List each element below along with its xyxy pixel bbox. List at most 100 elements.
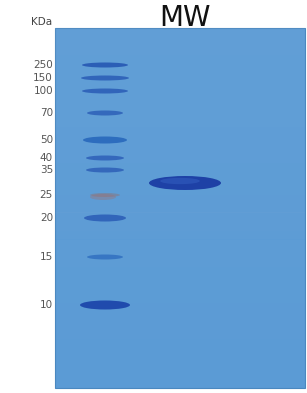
Text: 250: 250 [33, 60, 53, 70]
Text: 20: 20 [40, 213, 53, 223]
Bar [55, 68, 305, 73]
Bar [55, 109, 305, 114]
Bar [55, 285, 305, 289]
Bar [55, 59, 305, 64]
Bar [55, 145, 305, 149]
Text: 50: 50 [40, 135, 53, 145]
Bar [55, 361, 305, 365]
Bar [55, 100, 305, 105]
Text: KDa: KDa [31, 17, 52, 27]
Bar [55, 141, 305, 145]
Bar [55, 167, 305, 172]
Bar [55, 114, 305, 118]
Text: 10: 10 [40, 300, 53, 310]
Bar [55, 181, 305, 185]
Bar [55, 365, 305, 370]
Bar [55, 248, 305, 253]
Bar [55, 356, 305, 361]
Bar [55, 118, 305, 123]
Bar [55, 262, 305, 266]
Bar [55, 123, 305, 127]
Bar [55, 266, 305, 271]
Bar [55, 338, 305, 343]
Bar [55, 86, 305, 91]
Text: MW: MW [159, 4, 211, 32]
Bar [55, 294, 305, 298]
Bar [55, 384, 305, 388]
Bar [55, 298, 305, 303]
Bar [55, 28, 305, 388]
Bar [55, 312, 305, 316]
Bar [55, 239, 305, 244]
Text: 15: 15 [40, 252, 53, 262]
Bar [55, 343, 305, 347]
Bar [55, 375, 305, 379]
Bar [55, 257, 305, 262]
Bar [55, 37, 305, 42]
Bar [55, 136, 305, 141]
Bar [55, 379, 305, 384]
Bar [55, 316, 305, 321]
Bar [55, 199, 305, 204]
Bar [55, 42, 305, 46]
Bar [55, 176, 305, 181]
Ellipse shape [84, 215, 126, 222]
Text: 150: 150 [33, 73, 53, 83]
Bar [55, 204, 305, 208]
Ellipse shape [90, 193, 120, 197]
Bar [55, 28, 305, 33]
Bar [55, 132, 305, 136]
Ellipse shape [149, 176, 221, 190]
Bar [55, 55, 305, 59]
Bar [55, 226, 305, 231]
Ellipse shape [86, 156, 124, 160]
Bar [55, 127, 305, 132]
Bar [55, 82, 305, 86]
Ellipse shape [83, 136, 127, 143]
Bar [55, 149, 305, 154]
Bar [55, 253, 305, 257]
Bar [55, 77, 305, 82]
Ellipse shape [86, 167, 124, 173]
Bar [55, 163, 305, 167]
Bar [55, 352, 305, 356]
Bar [55, 105, 305, 109]
Text: 40: 40 [40, 153, 53, 163]
Bar [55, 307, 305, 312]
Bar [55, 154, 305, 158]
Bar [55, 235, 305, 239]
Bar [55, 275, 305, 280]
Bar [55, 271, 305, 275]
Ellipse shape [81, 75, 129, 81]
Bar [55, 222, 305, 226]
Bar [55, 329, 305, 334]
Ellipse shape [82, 88, 128, 94]
Bar [55, 347, 305, 352]
Bar [55, 91, 305, 95]
Bar [55, 370, 305, 375]
Bar [55, 303, 305, 307]
Bar [55, 208, 305, 213]
Bar [55, 231, 305, 235]
Ellipse shape [87, 110, 123, 116]
Bar [55, 213, 305, 217]
Text: 100: 100 [33, 86, 53, 96]
Bar [55, 73, 305, 77]
Bar [55, 244, 305, 248]
Bar [55, 280, 305, 285]
Text: 70: 70 [40, 108, 53, 118]
Bar [55, 158, 305, 163]
Bar [55, 334, 305, 338]
Bar [55, 185, 305, 190]
Text: 25: 25 [40, 190, 53, 200]
Ellipse shape [87, 255, 123, 259]
Ellipse shape [80, 301, 130, 310]
Bar [55, 33, 305, 37]
Bar [55, 325, 305, 329]
Text: 35: 35 [40, 165, 53, 175]
Bar [55, 217, 305, 222]
Bar [55, 50, 305, 55]
Bar [55, 321, 305, 325]
Ellipse shape [160, 178, 200, 184]
Bar [55, 190, 305, 195]
